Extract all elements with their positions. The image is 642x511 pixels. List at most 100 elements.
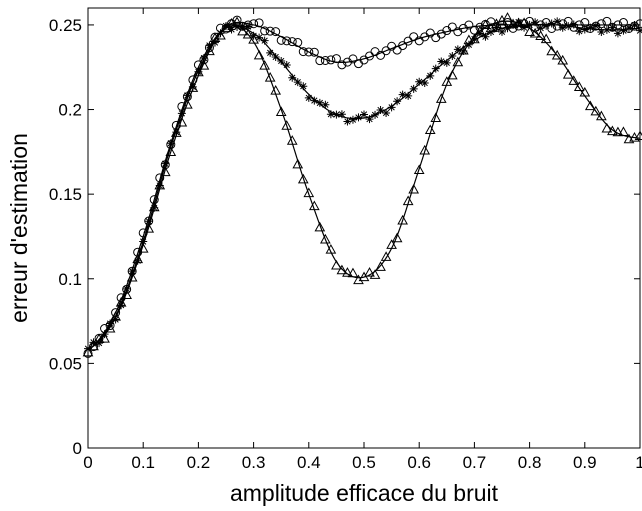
data-point — [513, 17, 524, 28]
data-point — [354, 113, 363, 122]
data-point — [188, 82, 197, 91]
x-tick-label: 0.9 — [573, 453, 597, 472]
data-point — [364, 267, 375, 277]
data-point — [420, 79, 429, 88]
data-point — [270, 84, 282, 95]
data-point — [558, 23, 567, 32]
data-point — [326, 55, 336, 65]
data-point — [288, 73, 297, 82]
data-point — [161, 159, 170, 168]
x-tick-label: 0 — [83, 453, 92, 472]
x-tick-label: 0.2 — [187, 453, 211, 472]
data-point — [618, 126, 629, 137]
data-point — [365, 51, 375, 61]
data-point — [430, 112, 442, 123]
data-point — [531, 18, 540, 27]
data-point — [398, 41, 408, 51]
data-point — [198, 59, 210, 70]
x-tick-label: 0.6 — [407, 453, 431, 472]
data-point — [308, 200, 320, 211]
data-point — [369, 269, 381, 279]
data-point — [304, 93, 313, 102]
data-point — [259, 59, 270, 70]
data-point — [591, 21, 600, 30]
data-point — [447, 22, 457, 32]
data-point — [144, 217, 153, 226]
data-point — [415, 77, 424, 86]
y-axis: 0 0.05 0.1 0.15 0.2 0.25 — [49, 16, 640, 458]
data-point — [282, 36, 292, 46]
data-point — [551, 49, 563, 60]
data-point — [237, 25, 248, 36]
data-point — [93, 333, 105, 343]
data-point — [276, 35, 286, 45]
data-point — [248, 33, 259, 44]
data-point — [348, 54, 358, 64]
data-point — [441, 76, 453, 86]
data-point — [612, 126, 624, 137]
data-point — [540, 33, 552, 44]
data-point — [402, 195, 414, 206]
x-axis-title: amplitude efficace du bruit — [230, 480, 499, 506]
data-point — [265, 26, 275, 36]
data-point — [271, 52, 280, 61]
data-point — [392, 45, 402, 55]
data-point — [331, 259, 342, 270]
data-point — [310, 96, 319, 105]
data-point — [618, 18, 628, 28]
data-point — [264, 72, 276, 82]
data-point — [503, 24, 512, 33]
data-point — [187, 82, 199, 92]
data-point — [326, 110, 335, 119]
data-point — [553, 17, 562, 26]
data-point — [502, 12, 513, 22]
data-point — [126, 271, 138, 282]
data-point — [579, 86, 591, 97]
data-point — [155, 181, 164, 190]
data-point — [470, 34, 479, 43]
data-point — [608, 23, 617, 32]
data-point — [365, 115, 374, 124]
data-point — [520, 23, 529, 32]
data-point — [216, 29, 225, 38]
data-point — [474, 25, 486, 36]
data-point — [266, 48, 275, 57]
data-point — [424, 124, 436, 135]
data-point — [514, 18, 523, 27]
data-point — [431, 64, 440, 73]
series-line — [87, 20, 641, 351]
data-point — [607, 125, 618, 136]
series-layer — [82, 12, 642, 358]
data-point — [469, 33, 480, 44]
data-point — [371, 110, 380, 119]
data-point — [602, 16, 612, 26]
y-tick-label: 0.15 — [49, 185, 82, 204]
data-point — [159, 166, 171, 177]
data-point — [233, 22, 242, 31]
y-tick-label: 0.2 — [58, 101, 82, 120]
x-tick-label: 1 — [635, 453, 642, 472]
data-point — [325, 244, 337, 254]
data-point — [568, 75, 580, 85]
data-point — [464, 20, 474, 30]
data-point — [464, 40, 473, 49]
data-point — [122, 284, 131, 293]
data-point — [562, 69, 574, 79]
data-point — [518, 17, 530, 28]
data-point — [320, 233, 331, 244]
data-point — [425, 28, 435, 38]
data-point — [397, 214, 408, 225]
data-point — [253, 49, 265, 60]
data-point — [271, 27, 281, 37]
data-point — [281, 120, 293, 130]
data-point — [260, 36, 269, 45]
data-point — [194, 67, 203, 76]
data-point — [321, 100, 330, 109]
data-point — [536, 24, 545, 33]
data-point — [244, 22, 253, 31]
data-point — [413, 164, 425, 175]
data-point — [315, 98, 324, 107]
data-point — [375, 261, 386, 271]
data-point — [286, 135, 298, 145]
data-point — [314, 221, 326, 232]
